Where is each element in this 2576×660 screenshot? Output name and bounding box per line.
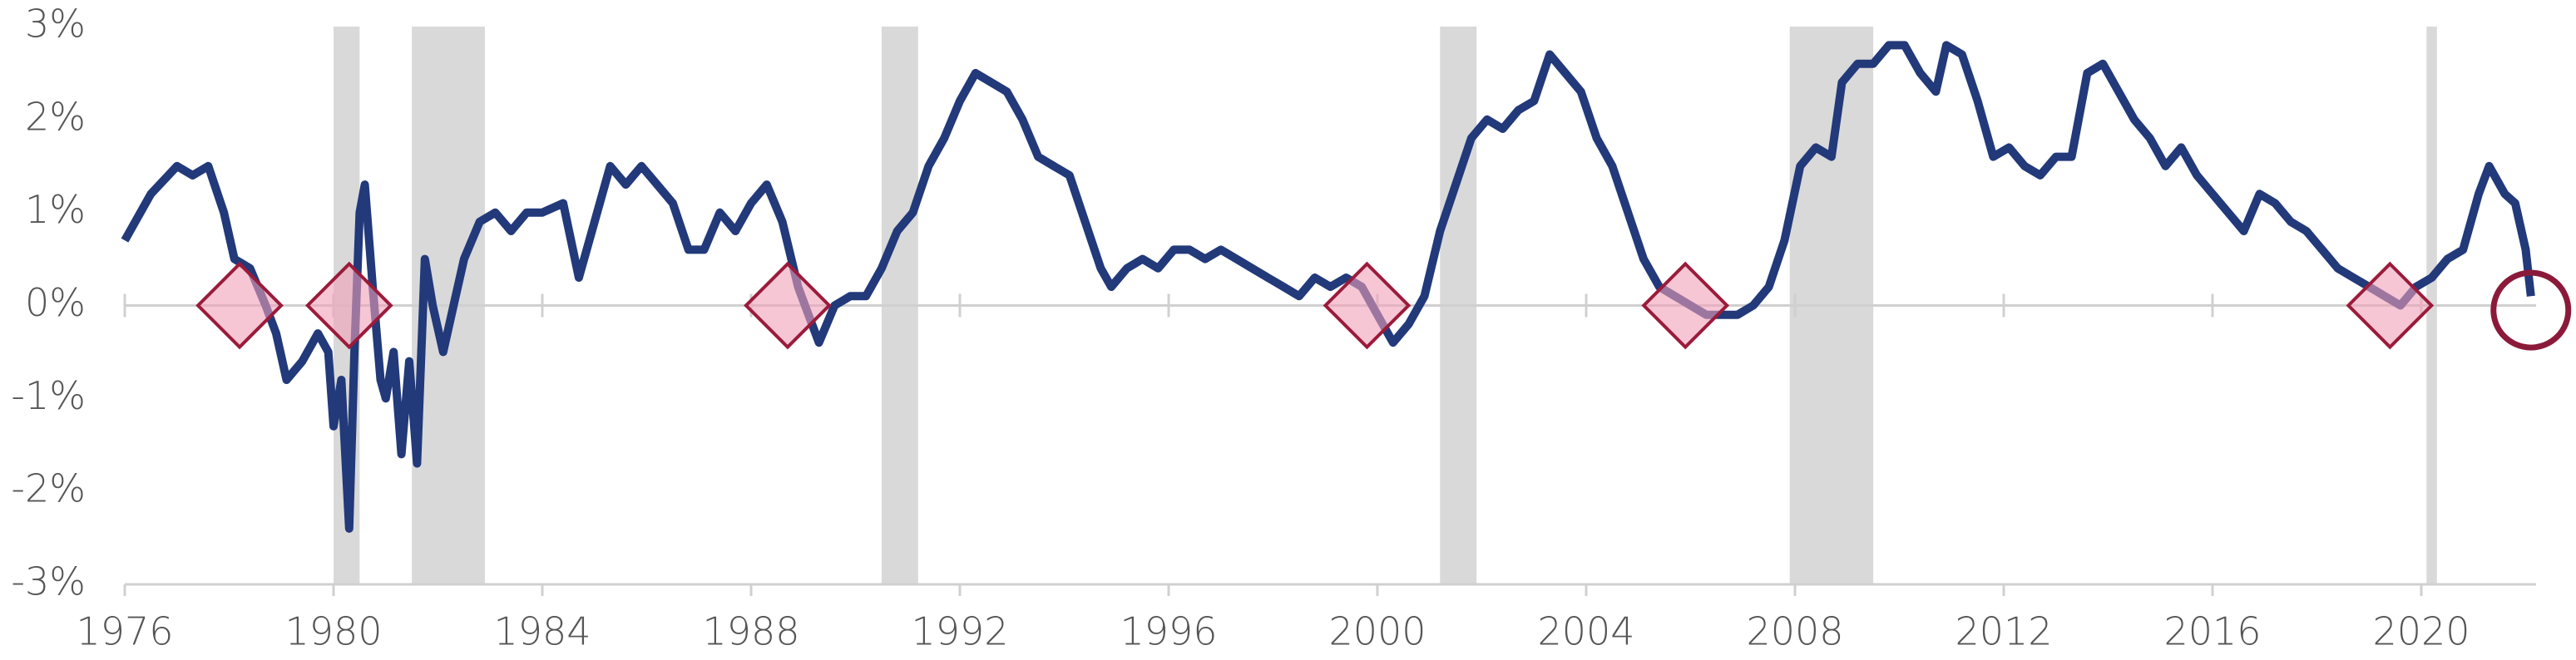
y-tick-label: -1% <box>11 373 86 418</box>
x-tick-label: 1988 <box>702 609 799 654</box>
inversion-marker <box>1641 261 1730 350</box>
x-tick-label: 2000 <box>1328 609 1426 654</box>
x-tick-label: 1976 <box>76 609 173 654</box>
inversion-marker <box>195 261 284 350</box>
x-tick-label: 2020 <box>2372 609 2470 654</box>
x-tick-label: 2004 <box>1537 609 1634 654</box>
inversion-marker <box>744 261 832 350</box>
y-tick-label: 1% <box>25 187 86 232</box>
spread-line <box>121 41 2535 533</box>
x-tick-label: 1980 <box>284 609 382 654</box>
x-tick-label: 1996 <box>1120 609 1217 654</box>
y-tick-label: -3% <box>11 559 86 604</box>
inversion-marker <box>304 261 393 350</box>
inversion-marker <box>2346 261 2435 350</box>
x-tick-label: 2012 <box>1955 609 2052 654</box>
y-tick-label: 3% <box>25 2 86 47</box>
x-tick-label: 1992 <box>911 609 1008 654</box>
x-tick-label: 1984 <box>493 609 591 654</box>
inversion-marker <box>1323 261 1412 350</box>
y-tick-label: 2% <box>25 94 86 139</box>
x-tick-label: 2016 <box>2163 609 2261 654</box>
highlight-circle <box>2490 269 2572 351</box>
y-tick-label: -2% <box>11 466 86 511</box>
y-tick-label: 0% <box>25 280 86 325</box>
x-tick-label: 2008 <box>1746 609 1843 654</box>
